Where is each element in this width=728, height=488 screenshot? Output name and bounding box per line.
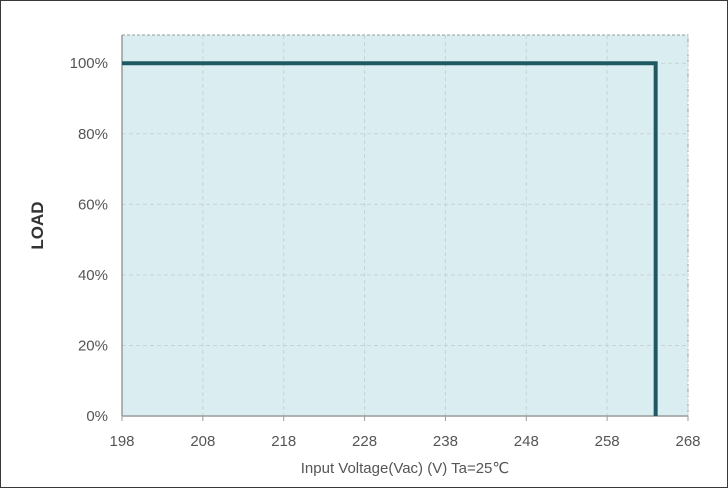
y-tick-label: 60% [78, 196, 108, 213]
series-layer [122, 61, 658, 416]
x-tick-labels: 198 208 218 228 238 248 258 268 [109, 416, 701, 450]
x-tick-label: 208 [190, 433, 215, 450]
x-tick-label: 198 [109, 433, 134, 450]
y-axis-title: LOAD [28, 201, 47, 249]
plot-area [121, 34, 689, 417]
grid-lines [122, 35, 689, 416]
y-tick-label: 20% [78, 337, 108, 354]
y-tick-labels: 0% 20% 40% 60% 80% 100% [70, 55, 108, 425]
x-tick-label: 268 [675, 433, 700, 450]
y-tick-label: 0% [86, 408, 108, 425]
x-tick-label: 238 [433, 433, 458, 450]
x-tick-label: 228 [352, 433, 377, 450]
x-tick-label: 258 [595, 433, 620, 450]
y-tick-label: 40% [78, 267, 108, 284]
load-curve [122, 61, 658, 416]
y-tick-label: 100% [70, 55, 108, 72]
y-tick-label: 80% [78, 126, 108, 143]
x-axis-title: Input Voltage(Vac) (V) Ta=25℃ [301, 460, 510, 477]
x-tick-label: 248 [514, 433, 539, 450]
x-tick-label: 218 [271, 433, 296, 450]
